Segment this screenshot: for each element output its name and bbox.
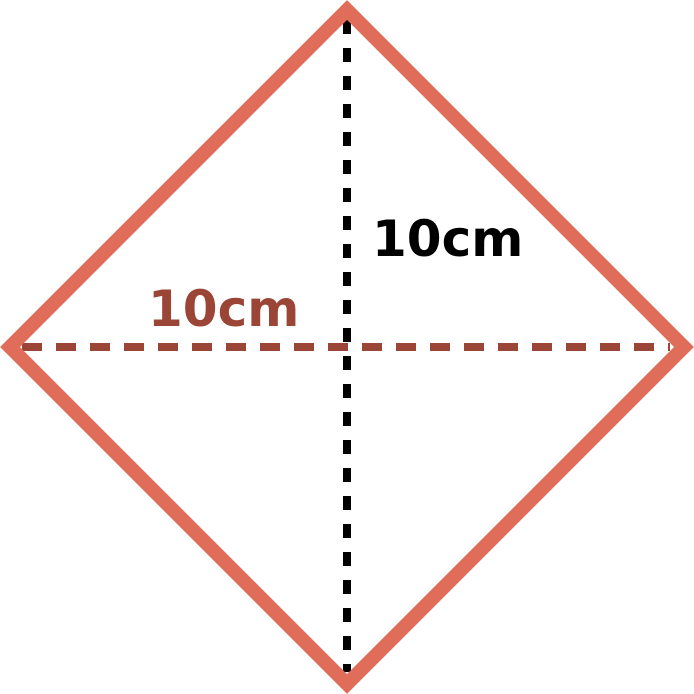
vertical-diagonal-label: 10cm (372, 210, 523, 268)
horizontal-diagonal-label: 10cm (148, 280, 299, 338)
